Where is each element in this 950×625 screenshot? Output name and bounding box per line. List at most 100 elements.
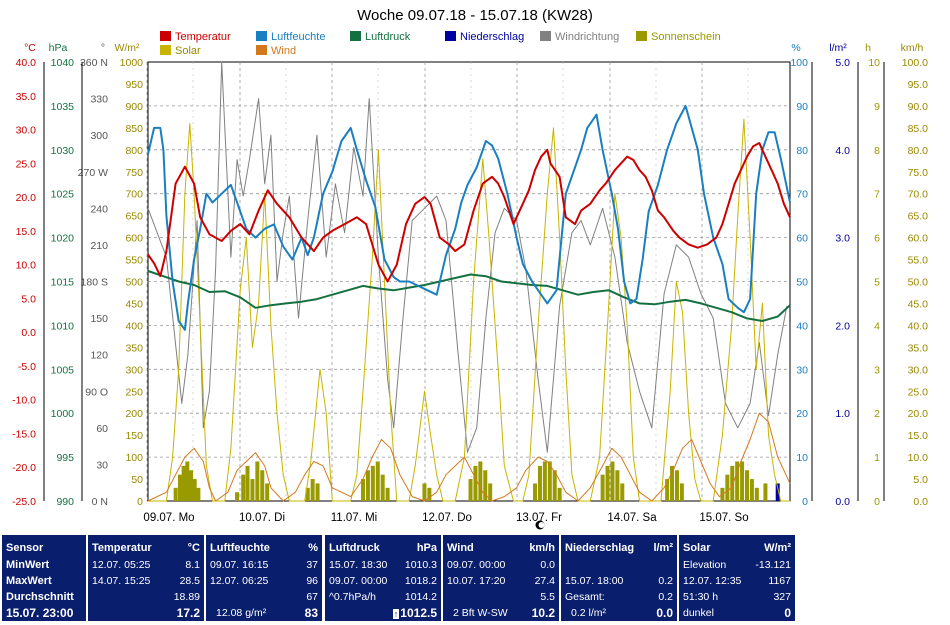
legend-label: Sonnenschein: [651, 31, 721, 43]
chart-title: Woche 09.07.18 - 15.07.18 (KW28): [357, 7, 593, 24]
wind-axis-tick: 95.0: [908, 79, 929, 91]
pressure-title: Luftdruck: [329, 542, 380, 554]
sunshine-bar: [260, 470, 265, 501]
series-line-windrichtung: [147, 61, 788, 453]
winddir-axis-tick: 240: [90, 203, 108, 215]
max-label: MaxWert: [6, 575, 52, 587]
solar-max-time: 12.07. 12:35: [683, 575, 742, 587]
min-label: MinWert: [6, 559, 50, 571]
sunshine-bar: [365, 470, 370, 501]
wind-unit: km/h: [529, 542, 555, 554]
sensor-title: Sensor: [6, 542, 44, 554]
rain-max: 0.2: [658, 575, 673, 587]
winddir-axis-tick: 90 O: [85, 386, 108, 398]
legend-label: Luftfeuchte: [271, 31, 325, 43]
temperature-title: Temperatur: [92, 542, 152, 554]
solar-axis-tick: 500: [125, 277, 143, 289]
sunshine-axis-tick: 0: [874, 496, 880, 508]
humidity-axis-tick: 30: [796, 364, 808, 376]
humidity-axis-tick: 100: [790, 57, 808, 69]
sunshine-bar: [615, 470, 620, 501]
temp-axis-tick: 20.0: [16, 192, 37, 204]
solar-axis-tick: 50: [131, 474, 143, 486]
solar-axis-tick: 1000: [120, 57, 144, 69]
sunshine-axis-tick: 1: [874, 452, 880, 464]
x-tick-label: 14.07. Sa: [607, 512, 657, 524]
sunshine-bar: [385, 487, 390, 501]
sunshine-bar: [665, 479, 670, 501]
sunshine-bar: [181, 465, 186, 501]
rain-axis-tick: 1.0: [835, 408, 850, 420]
sunshine-unit-label: h: [865, 42, 871, 54]
pressure-axis-tick: 1035: [51, 101, 75, 113]
sunshine-bar: [196, 487, 201, 501]
solar-unit-label: W/m²: [114, 42, 140, 54]
sunshine-axis-tick: 3: [874, 364, 880, 376]
solar-panel: Solar W/m² Elevation -13.121 12.07. 12:35 1…: [679, 535, 795, 621]
solar-max: 1167: [768, 575, 791, 587]
pressure-min: 1010.3: [404, 559, 437, 571]
rain-total: 0.2: [658, 591, 673, 603]
wind-axis-tick: 35.0: [908, 342, 929, 354]
temp-axis-tick: 5.0: [21, 293, 36, 305]
sunshine-bar: [763, 483, 768, 501]
winddir-axis-tick: 30: [96, 459, 108, 471]
sunshine-bar: [754, 487, 759, 501]
humidity-avg: 67: [306, 591, 318, 603]
solar-axis-tick: 850: [125, 123, 143, 135]
pressure-axis-tick: 1040: [51, 57, 75, 69]
trend-arrow-icon: ↑: [392, 609, 400, 619]
sunshine-bar: [473, 465, 478, 501]
temp-axis-tick: -15.0: [12, 428, 36, 440]
sunshine-bar: [370, 465, 375, 501]
winddir-axis-tick: 180 S: [81, 277, 108, 289]
sunshine-axis-tick: 6: [874, 233, 880, 245]
x-tick-label: 15.07. So: [699, 512, 748, 524]
winddir-axis-tick: 60: [96, 423, 108, 435]
humidity-min: 37: [306, 559, 318, 571]
wind-axis-tick: 10.0: [908, 452, 929, 464]
wind-panel: Wind km/h 09.07. 00:00 0.0 10.07. 17:20 27.…: [443, 535, 559, 621]
sunshine-bar: [245, 465, 250, 501]
sunshine-bar: [478, 461, 483, 501]
rain-axis-tick: 3.0: [835, 233, 850, 245]
sunshine-bar: [468, 479, 473, 501]
x-tick-label: 13.07. Fr: [516, 512, 562, 524]
winddir-axis-tick: 120: [90, 350, 108, 362]
humidity-axis-tick: 70: [796, 189, 808, 201]
solar-axis-tick: 900: [125, 101, 143, 113]
series-line-solar: [148, 118, 790, 502]
rain-axis-tick: 0.0: [835, 496, 850, 508]
temp-axis-tick: 30.0: [16, 125, 37, 137]
sunshine-bar: [547, 461, 552, 501]
temperature-max: 28.5: [179, 575, 200, 587]
solar-axis-tick: 200: [125, 408, 143, 420]
wind-axis-tick: 30.0: [908, 364, 929, 376]
solar-axis-tick: 650: [125, 211, 143, 223]
sunshine-bar: [600, 474, 605, 501]
wind-axis-tick: 55.0: [908, 255, 929, 267]
solar-axis-tick: 150: [125, 430, 143, 442]
sunshine-bar: [735, 461, 740, 501]
humidity-panel: Luftfeuchte% 09.07. 16:15 37 12.07. 06:25…: [206, 535, 322, 621]
moon-phase-icon-inner: [538, 522, 545, 528]
wind-axis-tick: 15.0: [908, 430, 929, 442]
solar-axis-tick: 350: [125, 342, 143, 354]
humidity-axis-tick: 40: [796, 320, 808, 332]
sunshine-axis-tick: 2: [874, 408, 880, 420]
winddir-axis-tick: 300: [90, 130, 108, 142]
solar-axis-tick: 100: [125, 452, 143, 464]
sunshine-bar: [192, 479, 197, 501]
sunshine-bar: [537, 465, 542, 501]
temp-unit-label: °C: [24, 42, 36, 54]
x-tick-label: 12.07. Do: [422, 512, 472, 524]
humidity-axis-tick: 90: [796, 101, 808, 113]
sunshine-axis-tick: 4: [874, 320, 880, 332]
solar-axis-tick: 450: [125, 298, 143, 310]
legend-label: Niederschlag: [460, 31, 524, 43]
winddir-axis-tick: 210: [90, 240, 108, 252]
pressure-min-time: 15.07. 18:30: [329, 559, 388, 571]
humidity-max: 96: [306, 575, 318, 587]
pressure-avg: 1014.2: [404, 591, 437, 603]
pressure-axis-tick: 1030: [51, 145, 75, 157]
